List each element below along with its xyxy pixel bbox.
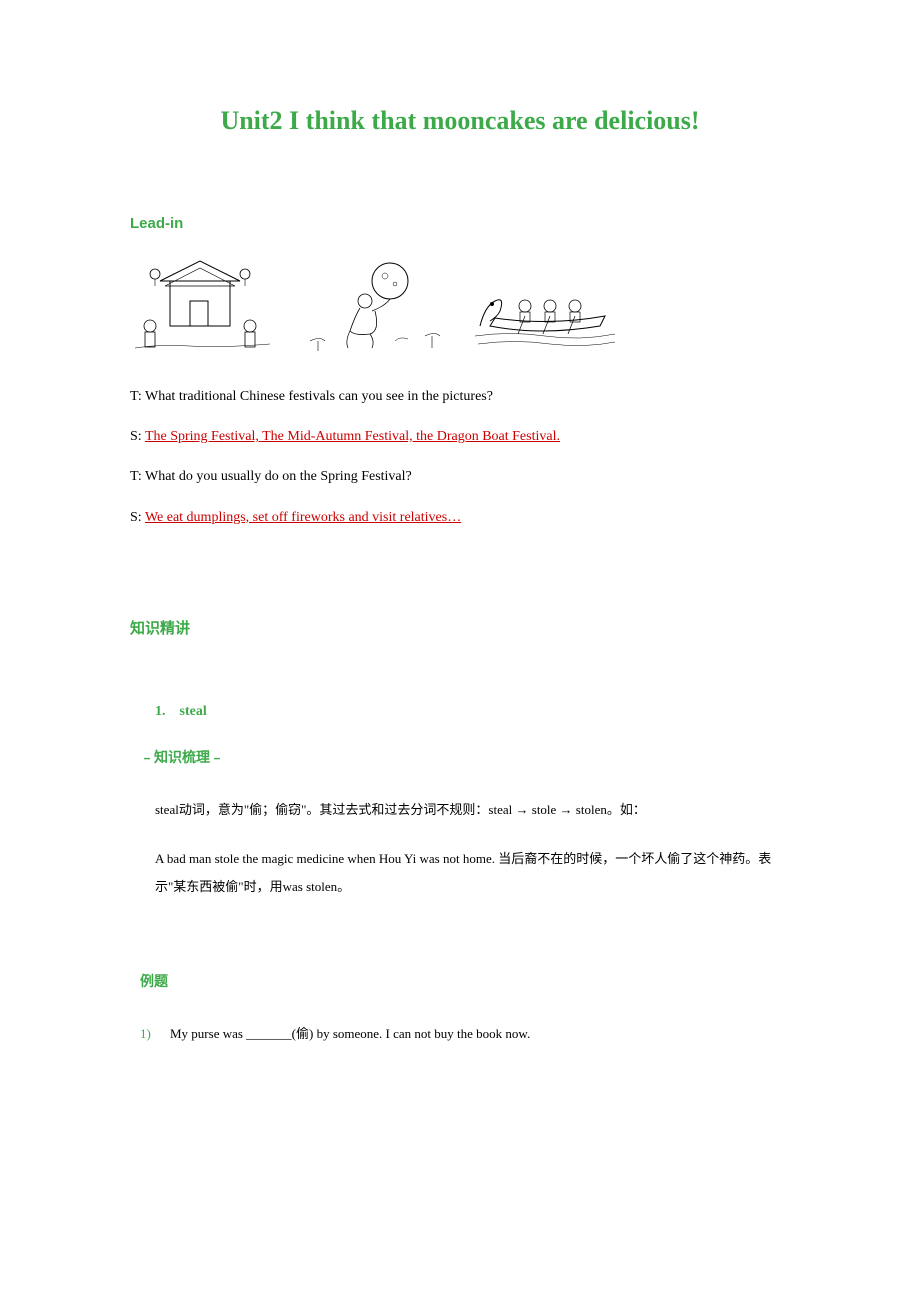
a1-text: The Spring Festival, The Mid-Autumn Fest… [145, 429, 560, 444]
festival-images-row [130, 256, 790, 356]
a2-text: We eat dumplings, set off fireworks and … [145, 510, 461, 525]
mid-autumn-image [300, 256, 450, 356]
knowledge-sub-header: ﹣知识梳理﹣ [140, 748, 790, 770]
example-num: 1) [140, 1022, 170, 1045]
knowledge-header: 知识精讲 [130, 617, 790, 641]
knowledge-body1: steal动词，意为"偷；偷窃"。其过去式和过去分词不规则：steal → st… [155, 796, 790, 825]
a2-prefix: S: [130, 510, 145, 525]
q2-prefix: T: [130, 469, 145, 484]
example-text: My purse was _______(偷) by someone. I ca… [170, 1026, 530, 1041]
q2-text: What do you usually do on the Spring Fes… [145, 469, 412, 484]
topic-word: steal [180, 704, 207, 719]
example-1: 1)My purse was _______(偷) by someone. I … [140, 1022, 790, 1045]
q1-text: What traditional Chinese festivals can y… [145, 389, 493, 404]
knowledge-body2: A bad man stole the magic medicine when … [155, 845, 790, 902]
page-title: Unit2 I think that mooncakes are delicio… [130, 100, 790, 142]
topic-1: 1. steal [155, 701, 790, 723]
topic-num: 1. [155, 704, 166, 719]
dialogue-a2: S: We eat dumplings, set off fireworks a… [130, 507, 790, 529]
dragon-boat-image [470, 256, 620, 356]
dialogue-q2: T: What do you usually do on the Spring … [130, 466, 790, 488]
spring-festival-image [130, 256, 280, 356]
a1-prefix: S: [130, 429, 145, 444]
q1-prefix: T: [130, 389, 145, 404]
dialogue-a1: S: The Spring Festival, The Mid-Autumn F… [130, 426, 790, 448]
dialogue-q1: T: What traditional Chinese festivals ca… [130, 386, 790, 408]
leadin-header: Lead-in [130, 212, 790, 236]
example-header: 例题 [140, 972, 790, 994]
